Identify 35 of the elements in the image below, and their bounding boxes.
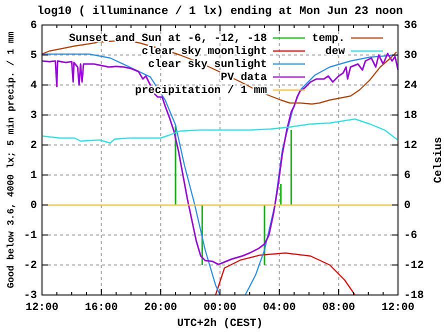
y-tick-label: -1 [24,230,38,242]
legend-label: clear sky moonlight [142,46,267,58]
legend-label: dew [325,46,346,58]
y-tick-label: -2 [24,260,37,272]
y2-tick-label: 18 [404,110,418,122]
y2-tick-label: 6 [404,170,411,182]
y2-tick-label: 30 [404,50,418,62]
y2-tick-label: 12 [404,140,418,152]
y-tick-label: 1 [30,170,38,182]
x-tick-label: 08:00 [322,302,356,314]
y-axis-title: Good below 3.6, 4000 lx; 5 min precip. / 1 mm [6,31,17,288]
x-tick-label: 00:00 [203,302,237,314]
x-tick-label: 12:00 [25,302,59,314]
y2-tick-label: 24 [404,80,418,92]
y-tick-label: 2 [30,140,37,152]
x-tick-label: 20:00 [144,302,178,314]
y2-axis-title: Celsius [432,136,445,184]
y2-tick-label: -6 [404,230,418,242]
y2-tick-label: 36 [404,20,418,32]
y-tick-label: 4 [30,80,38,92]
x-tick-label: 04:00 [262,302,296,314]
chart-title: log10 ( illuminance / 1 lx) ending at Mon Jun 23 noon [37,5,403,18]
y-tick-label: 5 [30,50,38,62]
x-tick-label: 12:00 [381,302,415,314]
x-tick-label: 16:00 [84,302,118,314]
x-axis-title: UTC+2h (CEST) [177,318,263,330]
legend-label: clear sky sunlight [148,58,267,71]
legend-label: temp. [312,32,345,45]
y2-tick-label: -18 [404,290,424,302]
y-tick-label: 0 [30,200,37,212]
y-tick-label: 3 [30,110,38,122]
y-tick-label: 6 [30,20,37,32]
y-tick-label: -3 [24,290,38,302]
y2-tick-label: 0 [404,200,411,212]
y2-tick-label: -12 [404,260,424,272]
